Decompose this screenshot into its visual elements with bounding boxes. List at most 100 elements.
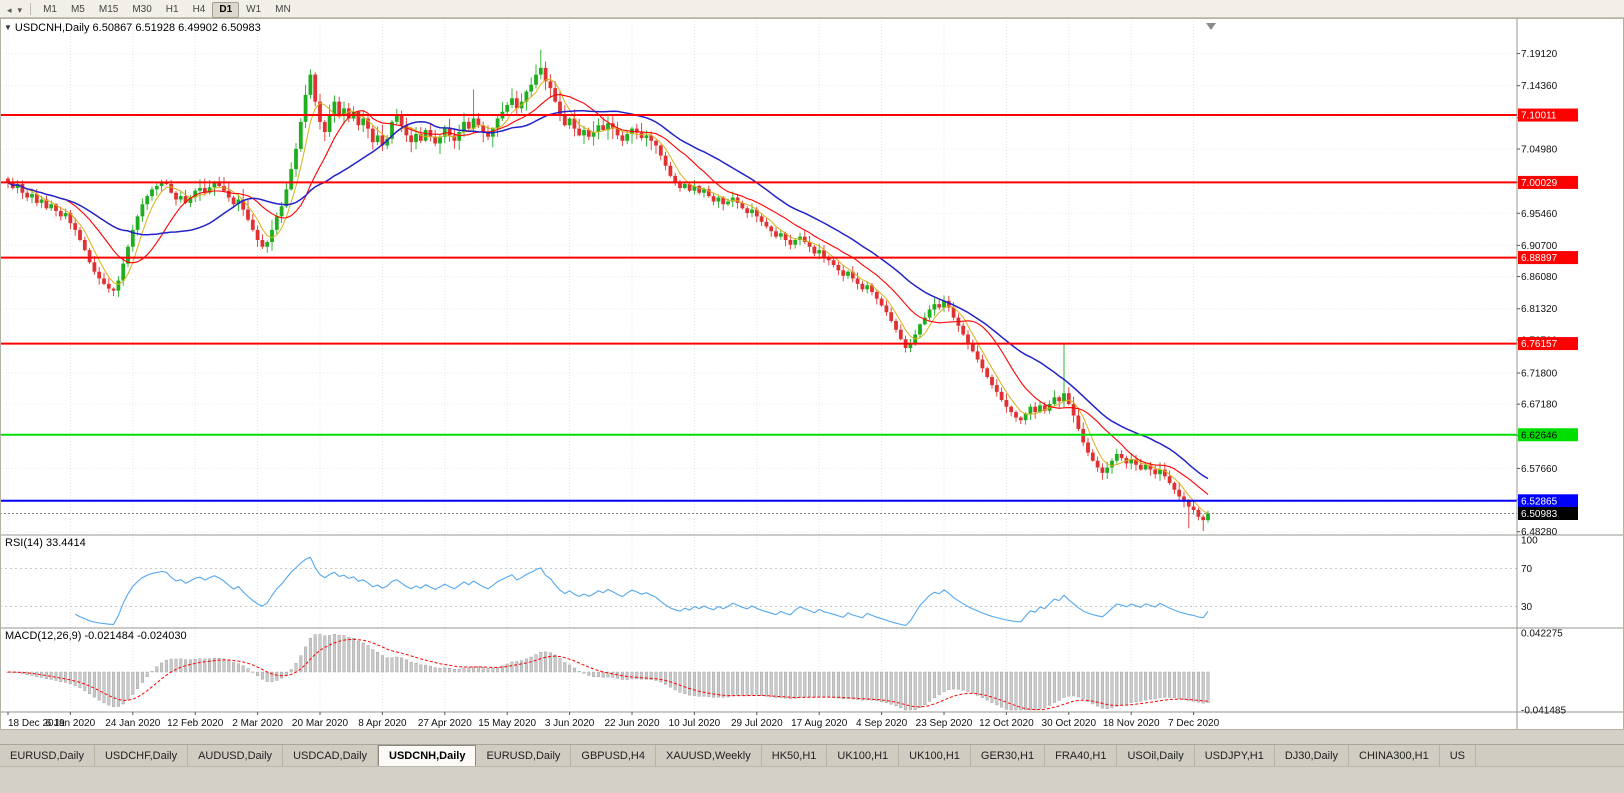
rsi-layer [74, 556, 1209, 627]
svg-text:4 Sep 2020: 4 Sep 2020 [856, 718, 908, 729]
timeframe-toolbar: ◂ ▾ M1 M5 M15 M30 H1 H4 D1 W1 MN [0, 0, 1624, 18]
toolbar-separator [30, 2, 32, 15]
timeframe-button-m1[interactable]: M1 [43, 4, 57, 15]
svg-text:6.71800: 6.71800 [1521, 368, 1558, 379]
chart-area[interactable]: 7.191207.143607.096007.049807.000406.954… [0, 18, 1624, 730]
macd-layer [6, 633, 1210, 711]
svg-text:30: 30 [1521, 602, 1533, 613]
chart-tab-eurusd-daily[interactable]: EURUSD,Daily [476, 745, 572, 766]
svg-text:30 Oct 2020: 30 Oct 2020 [1042, 718, 1097, 729]
svg-text:100: 100 [1521, 536, 1538, 547]
timeframe-button-m30[interactable]: M30 [132, 4, 152, 15]
svg-text:3 Jun 2020: 3 Jun 2020 [545, 718, 595, 729]
chart-tab-eurusd-daily[interactable]: EURUSD,Daily [0, 745, 95, 766]
price-badge [1518, 175, 1578, 189]
toolbar-icons: ◂ ▾ [4, 0, 25, 18]
svg-text:6.88897: 6.88897 [1521, 253, 1558, 264]
hline-layer [0, 114, 1517, 514]
svg-text:7 Dec 2020: 7 Dec 2020 [1168, 718, 1220, 729]
svg-text:12 Oct 2020: 12 Oct 2020 [979, 718, 1034, 729]
price-badge [1518, 428, 1578, 442]
svg-text:10 Jul 2020: 10 Jul 2020 [669, 718, 721, 729]
chart-tab-ger30-h1[interactable]: GER30,H1 [971, 745, 1046, 766]
svg-text:-0.041485: -0.041485 [1521, 706, 1566, 717]
chart-tab-uk100-h1[interactable]: UK100,H1 [899, 745, 971, 766]
svg-text:6.76157: 6.76157 [1521, 339, 1558, 350]
timeframe-buttons: M1 M5 M15 M30 H1 H4 D1 W1 MN [36, 0, 298, 18]
chart-title-bar: ▼ USDCNH,Daily 6.50867 6.51928 6.49902 6.… [4, 22, 261, 34]
svg-text:6.50983: 6.50983 [1521, 509, 1558, 520]
chart-tab-audusd-daily[interactable]: AUDUSD,Daily [188, 745, 284, 766]
chart-shift-marker-icon[interactable] [1206, 23, 1216, 30]
svg-text:70: 70 [1521, 564, 1533, 575]
timeframe-button-m15[interactable]: M15 [98, 4, 119, 15]
price-badge [1518, 108, 1578, 122]
window-gap [0, 730, 1624, 744]
svg-text:6.86080: 6.86080 [1521, 272, 1558, 283]
svg-text:6.67180: 6.67180 [1521, 400, 1558, 411]
svg-text:7.00029: 7.00029 [1521, 178, 1558, 189]
svg-text:2 Mar 2020: 2 Mar 2020 [232, 718, 283, 729]
moving-averages-layer [7, 78, 1209, 514]
chart-tab-hk50-h1[interactable]: HK50,H1 [762, 745, 828, 766]
chart-tab-dj30-daily[interactable]: DJ30,Daily [1275, 745, 1350, 766]
svg-text:7.04980: 7.04980 [1521, 145, 1558, 156]
chart-tab-xauusd-weekly[interactable]: XAUUSD,Weekly [656, 745, 762, 766]
svg-text:6.48280: 6.48280 [1521, 527, 1558, 538]
svg-text:7.14360: 7.14360 [1521, 81, 1558, 92]
svg-text:20 Mar 2020: 20 Mar 2020 [292, 718, 349, 729]
price-badge [1518, 251, 1578, 265]
svg-text:29 Jul 2020: 29 Jul 2020 [731, 718, 783, 729]
svg-text:17 Aug 2020: 17 Aug 2020 [791, 718, 848, 729]
svg-text:12 Feb 2020: 12 Feb 2020 [167, 718, 224, 729]
svg-text:6.81320: 6.81320 [1521, 304, 1558, 315]
chart-tab-gbpusd-h4[interactable]: GBPUSD,H4 [571, 745, 656, 766]
svg-text:22 Jun 2020: 22 Jun 2020 [604, 718, 659, 729]
chart-background [0, 18, 1624, 730]
chart-collapse-icon[interactable]: ▼ [4, 23, 12, 32]
chart-tab-uk100-h1[interactable]: UK100,H1 [827, 745, 900, 766]
svg-text:6.62646: 6.62646 [1521, 430, 1558, 441]
chart-tab-usdcnh-daily[interactable]: USDCNH,Daily [378, 745, 477, 766]
chart-tab-usdjpy-h1[interactable]: USDJPY,H1 [1195, 745, 1275, 766]
chart-tab-usdchf-daily[interactable]: USDCHF,Daily [95, 745, 189, 766]
svg-text:6 Jan 2020: 6 Jan 2020 [46, 718, 96, 729]
timeframe-dropdown-icon[interactable]: ▾ [17, 4, 23, 15]
timeframe-button-d1[interactable]: D1 [212, 2, 240, 18]
macd-indicator-label: MACD(12,26,9) -0.021484 -0.024030 [5, 630, 187, 642]
svg-text:7.10011: 7.10011 [1521, 111, 1557, 122]
svg-text:15 May 2020: 15 May 2020 [478, 718, 536, 729]
status-bar [0, 766, 1624, 793]
svg-text:18 Nov 2020: 18 Nov 2020 [1103, 718, 1160, 729]
svg-text:0.042275: 0.042275 [1521, 629, 1563, 640]
collapse-toolbar-icon[interactable]: ◂ [7, 4, 12, 15]
svg-text:8 Apr 2020: 8 Apr 2020 [358, 718, 407, 729]
chart-tabs-bar: EURUSD,Daily USDCHF,Daily AUDUSD,Daily USDC… [0, 744, 1624, 766]
svg-text:27 Apr 2020: 27 Apr 2020 [418, 718, 472, 729]
price-badge [1518, 506, 1578, 520]
chart-tab-fra40-h1[interactable]: FRA40,H1 [1045, 745, 1118, 766]
svg-text:6.95460: 6.95460 [1521, 209, 1558, 220]
svg-text:6.52865: 6.52865 [1521, 496, 1558, 507]
timeframe-button-h1[interactable]: H1 [165, 4, 179, 15]
chart-tab-china300-h1[interactable]: CHINA300,H1 [1349, 745, 1440, 766]
price-badge [1518, 494, 1578, 508]
svg-text:24 Jan 2020: 24 Jan 2020 [105, 718, 160, 729]
rsi-indicator-label: RSI(14) 33.4414 [5, 537, 86, 549]
svg-text:7.19120: 7.19120 [1521, 49, 1558, 60]
svg-text:23 Sep 2020: 23 Sep 2020 [916, 718, 973, 729]
chart-tab-us[interactable]: US [1440, 745, 1476, 766]
svg-text:18 Dec 2019: 18 Dec 2019 [8, 718, 65, 729]
timeframe-button-mn[interactable]: MN [275, 4, 291, 15]
timeframe-button-h4[interactable]: H4 [192, 4, 206, 15]
timeframe-button-w1[interactable]: W1 [246, 4, 262, 15]
price-chart-canvas[interactable]: 7.191207.143607.096007.049807.000406.954… [0, 18, 1624, 730]
svg-text:6.57660: 6.57660 [1521, 464, 1558, 475]
svg-text:6.90700: 6.90700 [1521, 241, 1558, 252]
chart-title: USDCNH,Daily 6.50867 6.51928 6.49902 6.5… [14, 22, 261, 34]
chart-tab-usoil-daily[interactable]: USOil,Daily [1117, 745, 1195, 766]
chart-tab-usdcad-daily[interactable]: USDCAD,Daily [283, 745, 379, 766]
timeframe-button-m5[interactable]: M5 [70, 4, 85, 15]
price-badges-layer: 7.10011 7.00029 6.88897 6.76157 6.62646 6.528… [1518, 108, 1578, 520]
